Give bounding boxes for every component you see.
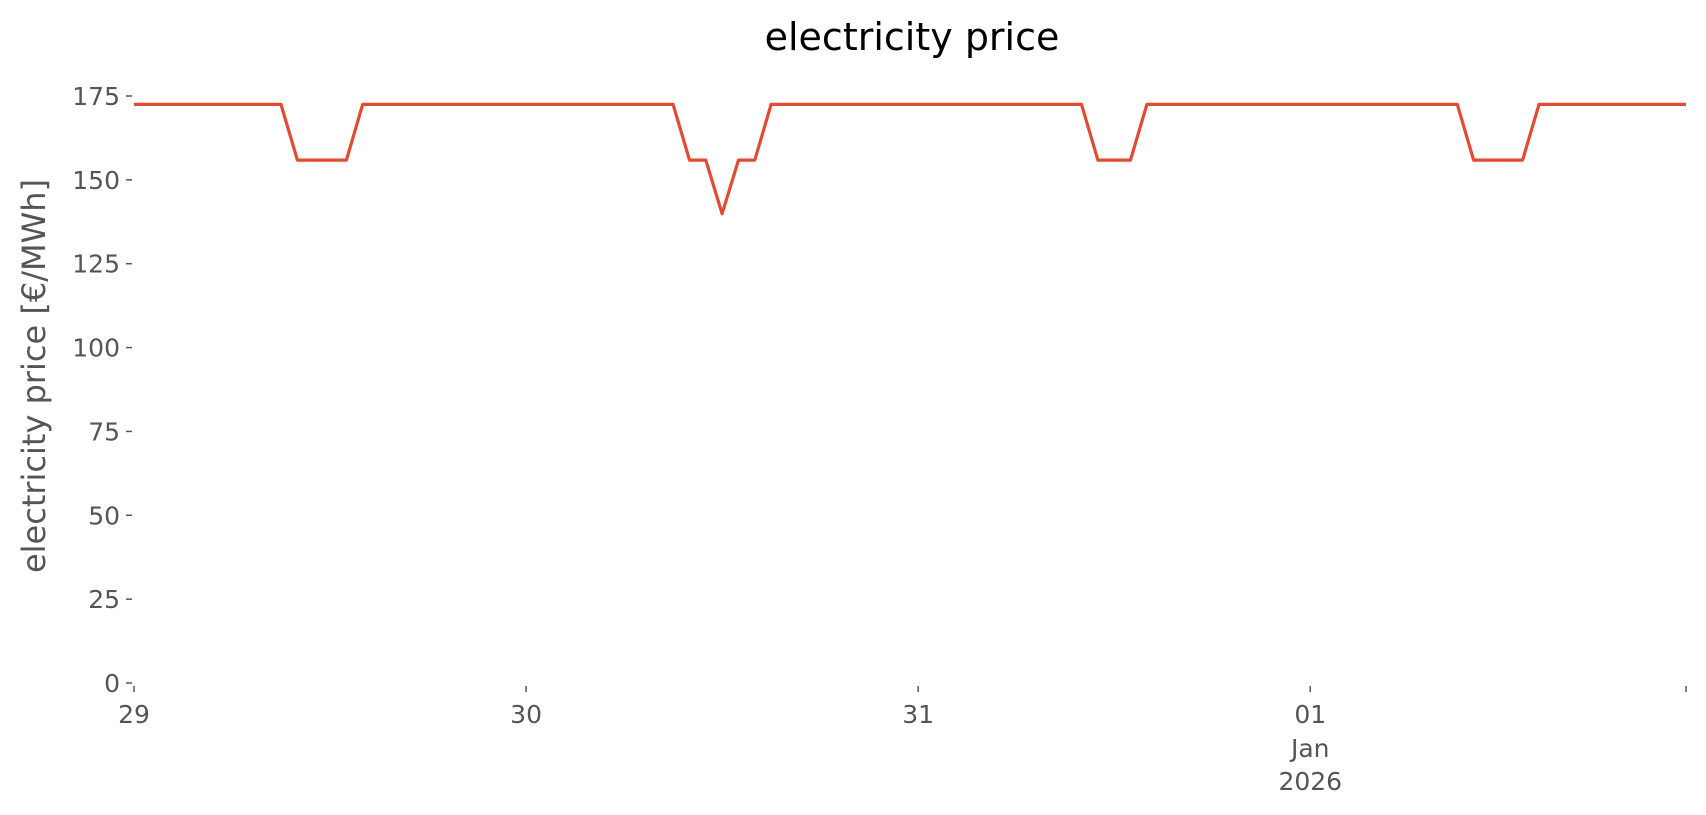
x-tick-label: 29 (118, 700, 150, 729)
y-axis: 0 25 50 75 100 125 150 175 (72, 82, 132, 698)
x-axis: 29 30 31 01 Jan 2026 (118, 686, 1687, 796)
y-tick-label: 125 (72, 250, 120, 279)
x-tick-sublabel: Jan (1289, 734, 1330, 763)
series-layer (134, 102, 1686, 216)
x-tick-label: 01 (1294, 700, 1326, 729)
y-axis-label: electricity price [€/MWh] (15, 179, 53, 573)
x-tick-label: 30 (510, 700, 542, 729)
y-tick-label: 175 (72, 82, 120, 111)
x-tick-label: 31 (902, 700, 934, 729)
y-tick-label: 75 (88, 417, 120, 446)
y-tick-label: 25 (88, 585, 120, 614)
series-line-0 (134, 102, 1686, 216)
chart-title: electricity price (765, 15, 1060, 59)
y-tick-label: 150 (72, 166, 120, 195)
x-tick-sublabel: 2026 (1278, 767, 1342, 796)
y-tick-label: 100 (72, 334, 120, 363)
y-tick-label: 50 (88, 501, 120, 530)
y-tick-label: 0 (104, 669, 120, 698)
